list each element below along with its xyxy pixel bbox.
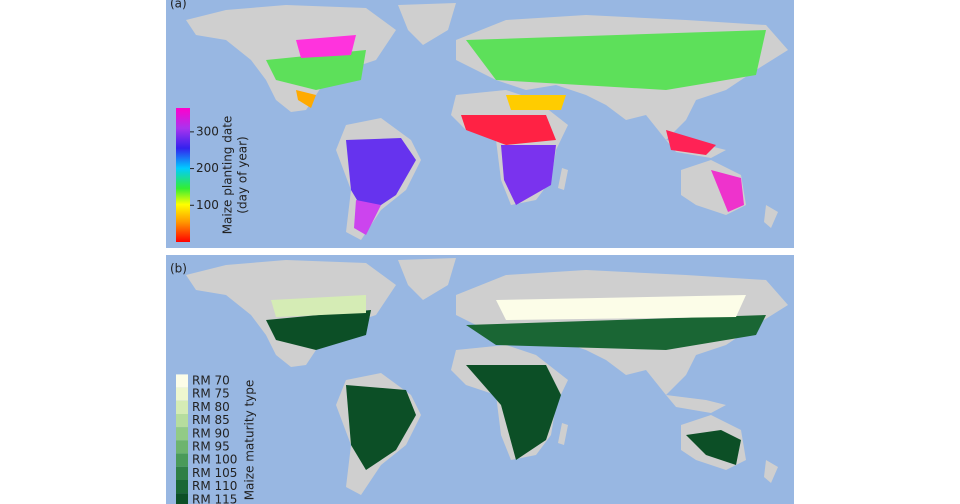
legend-swatch bbox=[176, 440, 188, 454]
legend-swatch bbox=[176, 374, 188, 388]
legend-label: RM 90 bbox=[192, 426, 230, 440]
colorbar-tick-label: 100 bbox=[196, 198, 219, 212]
colorbar bbox=[176, 108, 190, 242]
legend-swatch bbox=[176, 427, 188, 441]
legend-title: Maize maturity type bbox=[243, 380, 257, 501]
legend-label: RM 115 bbox=[192, 492, 237, 504]
map-b bbox=[166, 255, 794, 504]
legend-swatch bbox=[176, 414, 188, 428]
legend-swatch bbox=[176, 493, 188, 504]
legend-label: RM 80 bbox=[192, 400, 230, 414]
colorbar-subtitle: (day of year) bbox=[236, 136, 250, 213]
legend-swatch bbox=[176, 480, 188, 494]
colorbar-tick-label: 200 bbox=[196, 161, 219, 175]
legend-swatch bbox=[176, 400, 188, 414]
legend-label: RM 85 bbox=[192, 413, 230, 427]
colorbar-tick-label: 300 bbox=[196, 124, 219, 138]
legend-label: RM 100 bbox=[192, 453, 237, 467]
panel-label: (a) bbox=[170, 0, 187, 11]
legend-swatch bbox=[176, 466, 188, 480]
legend-label: RM 110 bbox=[192, 479, 237, 493]
legend-swatch bbox=[176, 453, 188, 467]
legend-label: RM 95 bbox=[192, 440, 230, 454]
panel-label: (b) bbox=[170, 262, 187, 276]
colorbar-title: Maize planting date bbox=[221, 116, 235, 235]
legend-label: RM 75 bbox=[192, 387, 230, 401]
map-a bbox=[166, 0, 794, 248]
legend-swatch bbox=[176, 387, 188, 401]
legend-label: RM 105 bbox=[192, 466, 237, 480]
legend-label: RM 70 bbox=[192, 374, 230, 388]
